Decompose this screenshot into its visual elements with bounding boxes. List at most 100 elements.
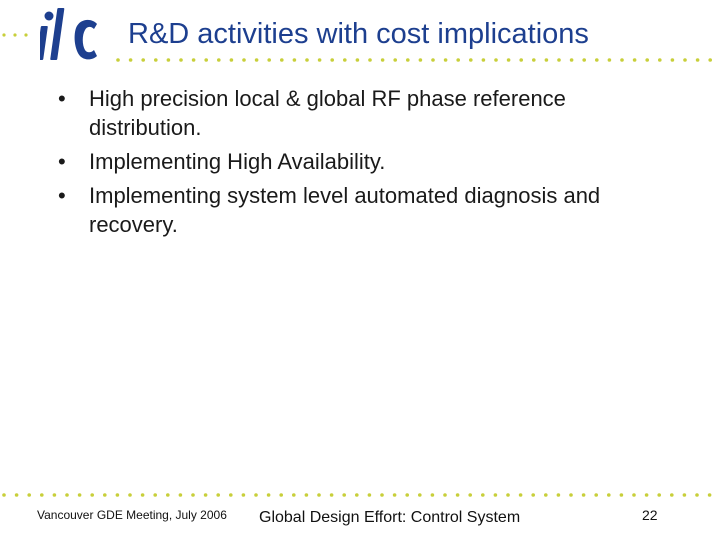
decor-dot	[532, 58, 536, 62]
decor-dot	[368, 58, 372, 62]
bullet-marker: •	[58, 149, 66, 174]
decor-dot	[380, 58, 385, 62]
decor-dot	[518, 493, 523, 497]
decor-dot	[418, 493, 422, 497]
decor-dot	[392, 493, 397, 497]
decor-dot	[52, 493, 57, 497]
decor-dot	[645, 58, 649, 62]
decor-dot	[544, 493, 548, 497]
decor-dot	[305, 58, 309, 62]
decor-dot	[556, 493, 561, 497]
decor-dot	[355, 58, 360, 62]
decor-dot	[367, 493, 372, 497]
decor-dot	[594, 493, 598, 497]
decor-dot	[644, 493, 649, 497]
decor-dot	[355, 493, 359, 497]
decor-dot	[140, 493, 145, 497]
decor-dot	[569, 58, 574, 62]
decor-dot	[607, 493, 611, 497]
decor-dot	[128, 58, 133, 62]
decor-dot	[103, 493, 107, 497]
decor-dot	[304, 493, 309, 497]
bullet-marker: •	[58, 86, 66, 111]
decor-dot	[494, 58, 498, 62]
bullet-item: • Implementing system level automated di…	[56, 181, 676, 239]
footer-meeting: Vancouver GDE Meeting, July 2006	[37, 508, 227, 522]
decor-dot	[430, 493, 435, 497]
decor-dot	[254, 58, 259, 62]
decor-dot	[481, 493, 485, 497]
decor-dot	[241, 493, 246, 497]
logo-text: ilc	[40, 4, 41, 5]
decor-dot	[203, 493, 208, 497]
decor-dot	[619, 493, 624, 497]
decor-dot	[242, 58, 246, 62]
decor-dot	[342, 493, 347, 497]
decor-dot	[141, 58, 145, 62]
decor-dot	[229, 58, 234, 62]
decor-dot	[179, 58, 183, 62]
decor-dot	[658, 58, 662, 62]
decor-dot	[695, 493, 699, 497]
decor-dot	[24, 33, 28, 37]
decor-dot	[279, 493, 284, 497]
slide-title: R&D activities with cost implications	[128, 18, 589, 50]
decor-dot	[455, 493, 460, 497]
decor-dot	[216, 493, 220, 497]
decor-dot	[166, 58, 171, 62]
decor-dot	[708, 58, 712, 62]
decor-dot	[418, 58, 423, 62]
decor-dot	[65, 493, 69, 497]
decor-dot	[329, 493, 334, 497]
decor-dot	[468, 493, 473, 497]
decor-dot	[469, 58, 473, 62]
decor-dot	[267, 58, 272, 62]
decor-dot	[670, 58, 675, 62]
decor-dot	[456, 58, 461, 62]
decor-dot	[317, 493, 321, 497]
decor-dot	[191, 58, 196, 62]
decor-dot	[632, 58, 637, 62]
decor-dot	[695, 58, 700, 62]
decor-dot	[431, 58, 435, 62]
decor-dot	[607, 58, 612, 62]
ilc-logo: ilc	[40, 4, 97, 60]
bullet-list: • High precision local & global RF phase…	[56, 84, 676, 244]
decor-dot	[280, 58, 284, 62]
decor-dot	[229, 493, 233, 497]
decor-dot	[217, 58, 221, 62]
decor-dot	[443, 493, 447, 497]
decor-dot	[292, 493, 296, 497]
decor-dot	[682, 493, 687, 497]
decor-dot	[531, 493, 535, 497]
decor-dot	[582, 58, 586, 62]
decor-dot	[204, 58, 208, 62]
decor-dot	[166, 493, 170, 497]
decor-dot	[683, 58, 687, 62]
decor-dot	[14, 493, 19, 497]
decor-dot	[620, 58, 624, 62]
bullet-text: High precision local & global RF phase r…	[89, 86, 566, 140]
decor-dot	[569, 493, 573, 497]
decor-dot	[254, 493, 258, 497]
page-number: 22	[642, 507, 658, 523]
bullet-item: • Implementing High Availability.	[56, 147, 676, 176]
decor-dot	[493, 493, 498, 497]
decor-dot	[343, 58, 347, 62]
decor-dot	[707, 493, 712, 497]
decor-dot	[506, 493, 510, 497]
decor-dot	[77, 493, 82, 497]
decor-dot	[2, 493, 6, 497]
decor-dot	[557, 58, 561, 62]
bullet-marker: •	[58, 183, 66, 208]
decor-dot	[443, 58, 448, 62]
decor-dot	[544, 58, 549, 62]
decor-dot	[393, 58, 398, 62]
bullet-item: • High precision local & global RF phase…	[56, 84, 676, 142]
decor-dot	[2, 33, 6, 37]
decor-dot	[266, 493, 271, 497]
decor-dot	[481, 58, 486, 62]
decor-dot	[153, 493, 157, 497]
decor-dot	[90, 493, 94, 497]
decor-dot	[27, 493, 32, 497]
